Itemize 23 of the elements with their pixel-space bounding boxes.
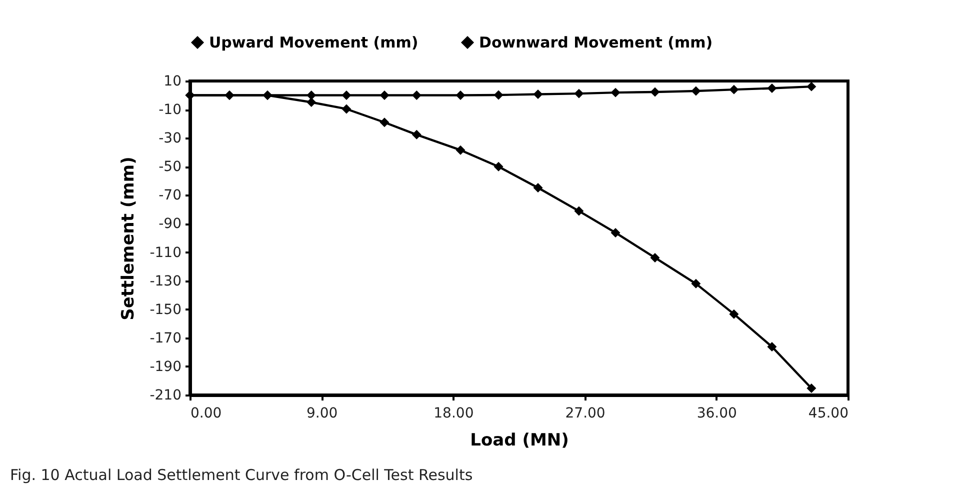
y-tick-label: -150 — [150, 302, 182, 318]
legend-label: Upward Movement (mm) — [209, 34, 418, 52]
x-axis-title: Load (MN) — [470, 430, 569, 450]
x-tick-label: 36.00 — [696, 406, 737, 422]
y-tick-label: -70 — [158, 188, 182, 204]
x-tick-label: 0.00 — [190, 406, 222, 422]
y-tick-label: -90 — [158, 216, 182, 232]
y-tick-label: -50 — [158, 159, 182, 176]
y-tick-label: 10 — [164, 74, 182, 90]
y-tick-label: -10 — [158, 102, 182, 118]
y-tick-label: -30 — [158, 130, 182, 147]
x-tick-label: 27.00 — [565, 406, 606, 422]
x-tick-label: 18.00 — [434, 406, 474, 422]
y-tick-label: -110 — [150, 244, 182, 261]
y-tick-label: -210 — [150, 388, 182, 404]
x-tick-label: 9.00 — [306, 406, 338, 422]
y-tick-label: -170 — [150, 330, 182, 346]
x-tick-label: 45.00 — [808, 406, 848, 422]
caption: Fig. 10 Actual Load Settlement Curve from O-Cell Test Results — [10, 466, 473, 484]
legend-label: Downward Movement (mm) — [479, 34, 713, 52]
y-axis-title: Settlement (mm) — [118, 156, 139, 320]
y-tick-label: -130 — [150, 273, 182, 290]
y-tick-label: -190 — [150, 358, 182, 375]
